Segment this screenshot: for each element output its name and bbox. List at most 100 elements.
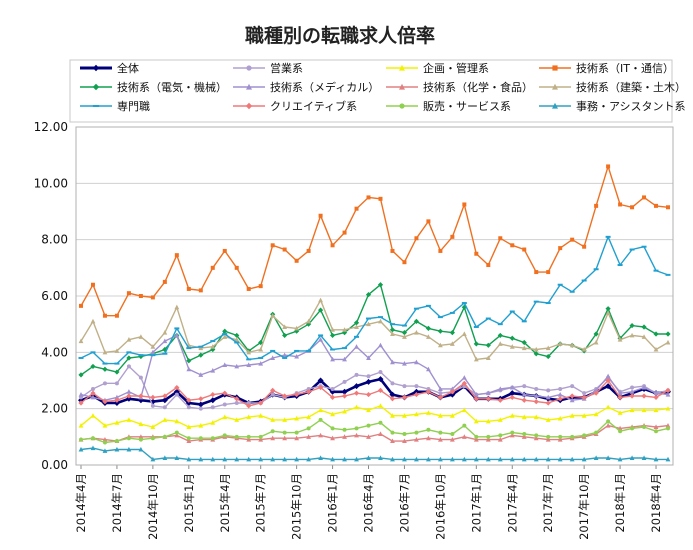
data-point: [282, 247, 287, 252]
data-point: [114, 439, 119, 444]
data-point: [605, 373, 611, 379]
data-point: [186, 405, 191, 410]
data-point: [558, 246, 563, 251]
data-point: [558, 386, 563, 391]
data-point: [186, 438, 192, 444]
data-point: [473, 391, 479, 397]
data-point: [126, 389, 132, 394]
data-point: [642, 195, 647, 200]
data-point: [210, 368, 216, 373]
data-point: [162, 338, 168, 344]
data-point: [461, 434, 467, 439]
data-point: [210, 405, 215, 410]
data-point: [114, 394, 120, 400]
data-point: [389, 327, 396, 333]
data-point: [330, 386, 335, 391]
data-point: [174, 430, 179, 435]
data-point: [390, 430, 395, 435]
data-point: [246, 414, 252, 420]
data-point: [552, 83, 558, 90]
data-point: [342, 230, 347, 235]
data-point: [509, 335, 515, 341]
data-point: [473, 456, 479, 462]
data-point: [318, 455, 323, 460]
data-point: [318, 432, 323, 438]
data-point: [114, 369, 120, 375]
data-point: [605, 422, 611, 428]
data-point: [390, 359, 395, 365]
data-point: [294, 430, 299, 435]
data-point: [510, 430, 515, 435]
x-tick-label: 2014年10月: [146, 473, 160, 540]
data-point: [102, 437, 108, 442]
data-point: [294, 415, 300, 421]
data-point: [522, 384, 527, 389]
data-point: [389, 323, 395, 326]
data-point: [378, 318, 383, 324]
data-point: [174, 392, 179, 397]
data-point: [282, 456, 288, 462]
data-point: [522, 432, 527, 437]
data-point: [497, 397, 503, 403]
legend-item: 事務・アシスタント系: [539, 99, 686, 113]
data-point: [437, 316, 443, 319]
data-point: [294, 353, 300, 359]
series-line: [80, 377, 669, 406]
data-point: [426, 456, 431, 462]
data-point: [114, 420, 120, 425]
data-point: [402, 432, 407, 437]
data-point: [78, 356, 84, 359]
data-point: [245, 102, 253, 110]
data-point: [198, 352, 204, 358]
series-line: [80, 299, 669, 361]
data-point: [210, 436, 215, 441]
legend-label: 営業系: [270, 61, 303, 75]
data-point: [306, 456, 312, 462]
data-point: [414, 359, 419, 365]
legend-label: 事務・アシスタント系: [576, 99, 686, 113]
data-point: [521, 414, 527, 420]
data-point: [318, 213, 323, 218]
data-point: [414, 330, 419, 335]
data-point: [426, 366, 431, 372]
data-point: [198, 345, 204, 348]
data-point: [185, 400, 192, 407]
x-tick-label: 2014年7月: [110, 473, 124, 533]
data-point: [270, 349, 276, 352]
data-point: [605, 404, 611, 410]
data-point: [198, 436, 203, 441]
data-point: [449, 413, 455, 418]
data-point: [317, 307, 324, 313]
data-point: [174, 332, 180, 338]
data-point: [402, 361, 407, 366]
data-point: [270, 355, 276, 360]
data-point: [545, 400, 551, 406]
chart-title: 職種別の転職求人倍率: [245, 24, 435, 47]
data-point: [413, 307, 419, 310]
data-point: [426, 427, 431, 432]
data-point: [402, 456, 407, 462]
data-point: [533, 351, 539, 357]
data-point: [150, 403, 155, 408]
data-point: [102, 399, 108, 405]
series-9: [78, 377, 671, 409]
data-point: [150, 354, 156, 357]
data-point: [126, 355, 132, 361]
data-point: [342, 327, 347, 332]
data-point: [92, 64, 100, 72]
data-point: [78, 400, 84, 406]
legend-box: [69, 59, 673, 123]
data-point: [593, 339, 599, 345]
data-point: [437, 386, 443, 391]
data-point: [629, 389, 635, 394]
data-point: [593, 411, 599, 417]
data-point: [534, 270, 539, 275]
data-point: [546, 388, 551, 393]
data-point: [399, 64, 405, 71]
data-point: [282, 393, 288, 399]
data-point: [605, 377, 611, 384]
data-point: [209, 397, 216, 404]
data-point: [642, 424, 647, 429]
data-point: [102, 366, 108, 372]
data-point: [365, 291, 372, 298]
